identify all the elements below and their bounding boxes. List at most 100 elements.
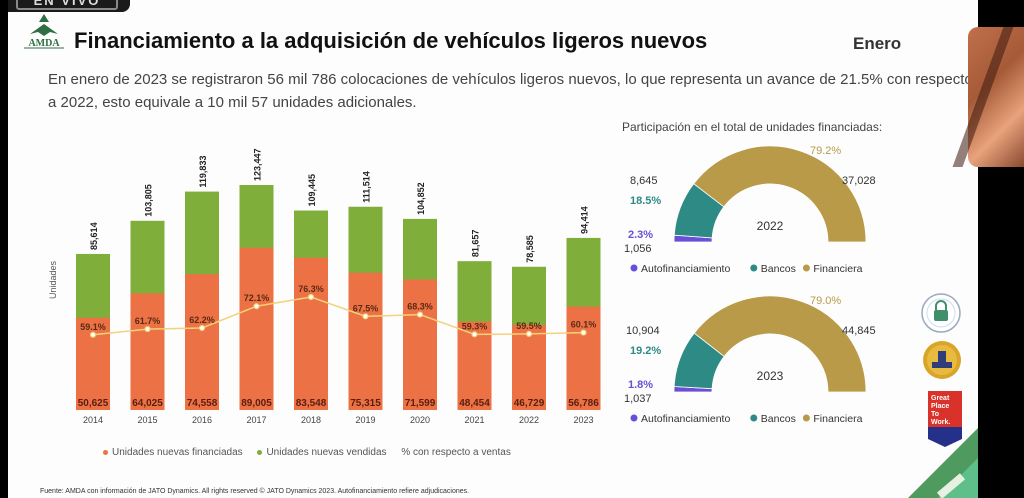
- bar-financiadas-2017: [239, 247, 274, 410]
- bar-financiadas-2022: [512, 324, 546, 410]
- slice-financiera: [693, 295, 867, 393]
- pct-point-2016: [198, 324, 206, 332]
- logo-peak-icon: [39, 14, 49, 22]
- legend-dot-bancos: [750, 414, 758, 422]
- pct-point-2017: [253, 303, 260, 310]
- pct-line: [92, 296, 584, 336]
- value-bancos: 8,645: [630, 175, 658, 187]
- label-vendidas-2021: 81,657: [471, 230, 481, 258]
- bar-financiadas-2020: [403, 279, 437, 410]
- pct-point-2023: [580, 329, 587, 336]
- label-vendidas-2019: 111,514: [362, 171, 372, 203]
- corner-decoration: [908, 428, 978, 498]
- donut-center-label: 2022: [757, 219, 784, 233]
- legend-label-bancos: Bancos: [761, 413, 796, 425]
- x-tick-2017: 2017: [246, 415, 266, 425]
- pct-point-2021: [471, 331, 478, 338]
- legend-dot-financiera: [802, 264, 810, 272]
- source-footnote: Fuente: AMDA con información de JATO Dyn…: [40, 488, 470, 495]
- svg-text:To: To: [931, 411, 939, 418]
- pct-financiera: 79.0%: [810, 295, 841, 307]
- value-autofinanciamiento: 1,056: [624, 243, 652, 255]
- webcam-video-feed: [968, 27, 1024, 167]
- x-tick-2021: 2021: [464, 415, 484, 425]
- bar-chart-legend: Unidades nuevas financiadas Unidades nue…: [103, 447, 523, 458]
- stacked-bar-chart: Unidades 85,614 50,625 2014 59.1% 103,805 64,…: [48, 148, 601, 425]
- logo-mountain-icon: [30, 24, 58, 36]
- x-tick-2018: 2018: [301, 415, 321, 425]
- summary-text: En enero de 2023 se registraron 56 mil 7…: [48, 71, 973, 111]
- bar-financiadas-2023: [566, 306, 601, 410]
- pct-point-2022: [525, 330, 533, 338]
- label-financiadas-2019: 75,315: [350, 398, 381, 409]
- label-pct-2019: 67.5%: [353, 303, 379, 313]
- label-vendidas-2015: 103,805: [144, 184, 154, 217]
- label-financiadas-2016: 74,558: [187, 398, 218, 409]
- x-tick-2016: 2016: [192, 415, 212, 425]
- label-vendidas-2014: 85,614: [89, 222, 99, 250]
- certification-seal-icon: [921, 293, 961, 333]
- y-axis-label: Unidades: [48, 260, 58, 299]
- half-donut-2023: 2023 1.8% 1,037 19.2% 10,904 79.0% 44,845 Autof…: [624, 295, 876, 425]
- legend-dot-bancos: [750, 264, 758, 272]
- label-vendidas-2018: 109,445: [307, 174, 317, 207]
- crese-seal-icon: [923, 341, 961, 379]
- label-pct-2018: 76.3%: [298, 284, 324, 294]
- label-vendidas-2017: 123,447: [253, 148, 263, 181]
- period-label: Enero: [853, 34, 902, 53]
- x-tick-2023: 2023: [573, 415, 593, 425]
- amda-logo: AMDA: [24, 14, 64, 49]
- x-tick-2014: 2014: [83, 415, 103, 425]
- value-financiera: 44,845: [842, 325, 876, 337]
- value-financiera: 37,028: [842, 175, 876, 187]
- x-tick-2015: 2015: [137, 415, 157, 425]
- label-financiadas-2017: 89,005: [241, 398, 272, 409]
- donut-section-title: Participación en el total de unidades fi…: [622, 120, 883, 134]
- label-financiadas-2022: 46,729: [514, 398, 545, 409]
- half-donut-2022: 2022 2.3% 1,056 18.5% 8,645 79.2% 37,028 Autofi…: [624, 145, 876, 275]
- legend-item-financiadas: Unidades nuevas financiadas: [103, 447, 243, 458]
- great-place-to-work-badge: Great Place To Work.: [928, 391, 962, 447]
- donut-center-label: 2023: [757, 369, 784, 383]
- legend-label-financiera: Financiera: [813, 413, 862, 425]
- live-badge-label: EN VIVO: [16, 0, 118, 10]
- bar-financiadas-2019: [348, 272, 383, 410]
- legend-dot-financiera: [802, 414, 810, 422]
- label-financiadas-2020: 71,599: [405, 398, 436, 409]
- legend-item-vendidas: Unidades nuevas vendidas: [257, 447, 387, 458]
- bar-financiadas-2016: [185, 274, 219, 410]
- logo-text: AMDA: [28, 38, 60, 49]
- legend-label-financiera: Financiera: [813, 263, 862, 275]
- legend-label-autofinanciamiento: Autofinanciamiento: [641, 263, 730, 275]
- svg-text:Work.: Work.: [931, 419, 950, 426]
- pct-bancos: 18.5%: [630, 195, 661, 207]
- label-pct-2014: 59.1%: [80, 322, 106, 332]
- label-pct-2021: 59.3%: [462, 321, 488, 331]
- label-financiadas-2015: 64,025: [132, 398, 163, 409]
- legend-dot-autofinanciamiento: [630, 414, 638, 422]
- label-pct-2020: 68.3%: [407, 302, 433, 312]
- legend-label-autofinanciamiento: Autofinanciamiento: [641, 413, 730, 425]
- legend-dot-autofinanciamiento: [630, 264, 638, 272]
- bar-financiadas-2018: [294, 257, 328, 410]
- slice-financiera: [693, 145, 867, 243]
- label-financiadas-2018: 83,548: [296, 398, 327, 409]
- pct-autofinanciamiento: 2.3%: [628, 229, 653, 241]
- pct-point-2014: [89, 331, 97, 338]
- pct-bancos: 19.2%: [630, 345, 661, 357]
- label-financiadas-2014: 50,625: [78, 398, 109, 409]
- pct-financiera: 79.2%: [810, 145, 841, 157]
- label-vendidas-2016: 119,833: [198, 156, 208, 188]
- value-bancos: 10,904: [626, 325, 660, 337]
- value-autofinanciamiento: 1,037: [624, 393, 652, 405]
- label-pct-2022: 59.5%: [516, 321, 542, 331]
- svg-text:Great: Great: [931, 395, 950, 402]
- slide: EN VIVO AMDA Financiamiento a la adquisi…: [8, 0, 978, 498]
- x-tick-2022: 2022: [519, 415, 539, 425]
- pct-point-2019: [362, 313, 369, 320]
- pct-point-2015: [144, 325, 151, 333]
- label-pct-2023: 60.1%: [571, 320, 597, 330]
- label-financiadas-2021: 48,454: [459, 398, 490, 409]
- label-vendidas-2022: 78,585: [525, 235, 535, 263]
- legend-item-pct: % con respecto a ventas: [401, 447, 511, 458]
